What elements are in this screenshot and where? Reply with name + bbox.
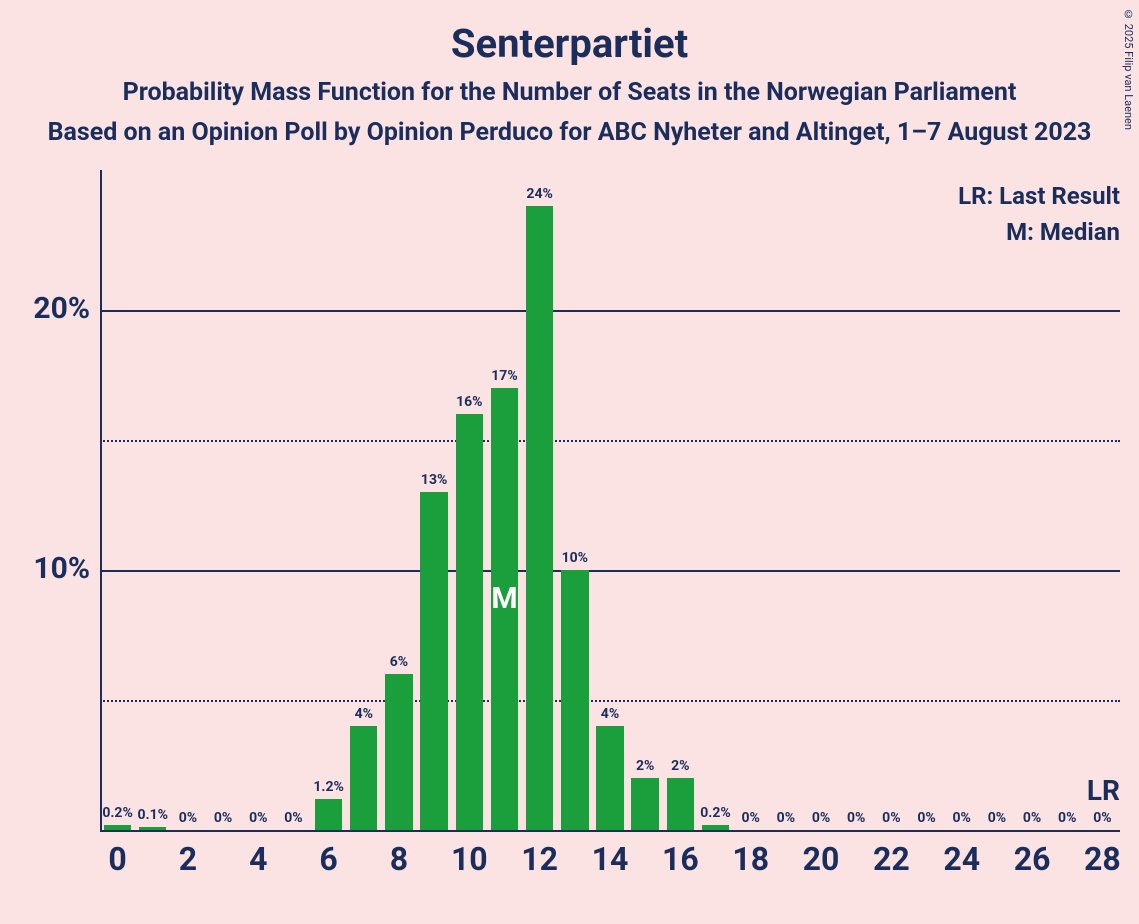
gridline-major: [100, 310, 1120, 312]
y-tick-label: 20%: [10, 291, 90, 326]
x-tick-label: 28: [1072, 840, 1132, 878]
bar: [456, 414, 483, 830]
bar-value-label: 2%: [636, 758, 654, 774]
bar-value-label: 0.2%: [700, 805, 730, 821]
chart-subtitle: Probability Mass Function for the Number…: [0, 78, 1139, 107]
bar-value-label: 13%: [421, 472, 447, 488]
bar-value-label: 0.1%: [138, 807, 168, 823]
bar: [350, 726, 377, 830]
bar-value-label: 16%: [456, 394, 482, 410]
bar-value-label: 0%: [1023, 810, 1041, 826]
x-tick-label: 4: [228, 840, 288, 878]
gridline-minor: [100, 700, 1120, 702]
x-tick-label: 2: [158, 840, 218, 878]
bar: [667, 778, 694, 830]
y-tick-label: 10%: [10, 551, 90, 586]
bar-value-label: 17%: [491, 368, 517, 384]
chart-title: Senterpartiet: [0, 20, 1139, 67]
x-tick-label: 0: [88, 840, 148, 878]
bar: [526, 206, 553, 830]
bar-value-label: 4%: [355, 706, 373, 722]
x-tick-label: 26: [1002, 840, 1062, 878]
y-axis: [100, 170, 102, 830]
lr-marker: LR: [1087, 774, 1120, 807]
bar: [596, 726, 623, 830]
copyright-text: © 2025 Filip van Laenen: [1122, 8, 1135, 130]
bar-value-label: 0%: [249, 810, 267, 826]
bar-value-label: 0%: [1058, 810, 1076, 826]
bar-value-label: 0%: [882, 810, 900, 826]
gridline-major: [100, 570, 1120, 572]
bar: [561, 570, 588, 830]
bar-value-label: 0%: [917, 810, 935, 826]
x-tick-label: 20: [791, 840, 851, 878]
bar-value-label: 0%: [1093, 810, 1111, 826]
bar-value-label: 0%: [777, 810, 795, 826]
bar: [385, 674, 412, 830]
bar-value-label: 2%: [671, 758, 689, 774]
gridline-minor: [100, 440, 1120, 442]
bar: [631, 778, 658, 830]
chart-subsubtitle: Based on an Opinion Poll by Opinion Perd…: [0, 118, 1139, 147]
bar-value-label: 0.2%: [102, 805, 132, 821]
x-tick-label: 6: [299, 840, 359, 878]
bar-value-label: 10%: [562, 550, 588, 566]
bar-value-label: 1.2%: [313, 779, 343, 795]
bar-value-label: 0%: [953, 810, 971, 826]
median-marker: M: [491, 581, 517, 616]
x-tick-label: 16: [650, 840, 710, 878]
bar-value-label: 4%: [601, 706, 619, 722]
bar-value-label: 0%: [847, 810, 865, 826]
x-tick-label: 10: [439, 840, 499, 878]
x-tick-label: 18: [721, 840, 781, 878]
bar-value-label: 0%: [179, 810, 197, 826]
bar-value-label: 0%: [214, 810, 232, 826]
bar-value-label: 0%: [988, 810, 1006, 826]
bar-value-label: 24%: [526, 186, 552, 202]
bar: [315, 799, 342, 830]
x-tick-label: 12: [510, 840, 570, 878]
bar-value-label: 6%: [390, 654, 408, 670]
legend-lr: LR: Last Result: [958, 182, 1120, 210]
x-tick-label: 22: [861, 840, 921, 878]
legend-median: M: Median: [1006, 218, 1120, 246]
bar-value-label: 0%: [812, 810, 830, 826]
bar-value-label: 0%: [741, 810, 759, 826]
plot-area: 0.2% 0.1% 0% 0% 0% 0% 1.2% 4% 6% 13% 16% 17% 24% 10% 4…: [100, 180, 1120, 830]
bar-value-label: 0%: [284, 810, 302, 826]
bar: [702, 825, 729, 830]
x-tick-label: 8: [369, 840, 429, 878]
x-tick-label: 24: [932, 840, 992, 878]
bar: [104, 825, 131, 830]
x-tick-label: 14: [580, 840, 640, 878]
bar: [139, 827, 166, 830]
bar: [420, 492, 447, 830]
x-axis: [100, 830, 1120, 832]
